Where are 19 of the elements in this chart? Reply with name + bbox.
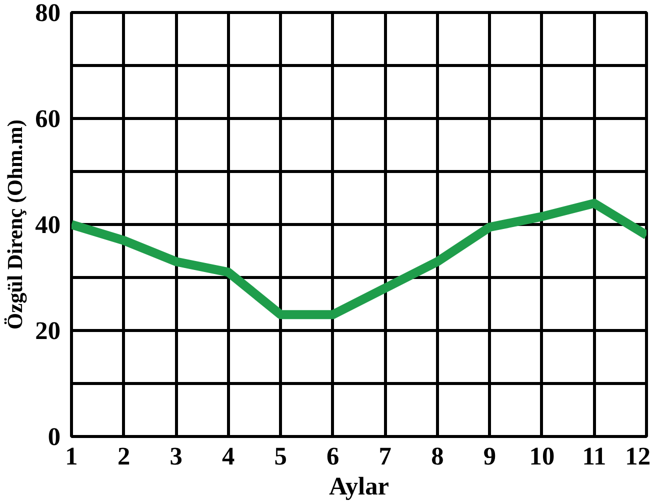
y-tick-label: 40 [35,211,60,239]
x-tick-label: 11 [582,442,606,470]
x-tick-label: 8 [431,442,444,470]
y-tick-label: 20 [35,317,60,345]
x-axis-title: Aylar [328,472,390,500]
x-tick-label: 5 [274,442,287,470]
x-tick-label: 4 [222,442,235,470]
y-tick-label: 60 [35,105,60,133]
x-tick-label: 2 [117,442,130,470]
x-tick-label: 6 [326,442,340,470]
y-tick-label: 80 [35,0,60,27]
x-tick-label: 12 [625,442,650,470]
y-axis-title: Özgül Direnç (Ohm.m) [3,120,28,330]
x-tick-label: 1 [65,442,78,470]
x-tick-label: 9 [483,442,496,470]
x-tick-label: 10 [529,442,555,470]
y-tick-label: 0 [48,423,61,451]
x-tick-label: 7 [378,442,392,470]
x-tick-label: 3 [170,442,182,470]
